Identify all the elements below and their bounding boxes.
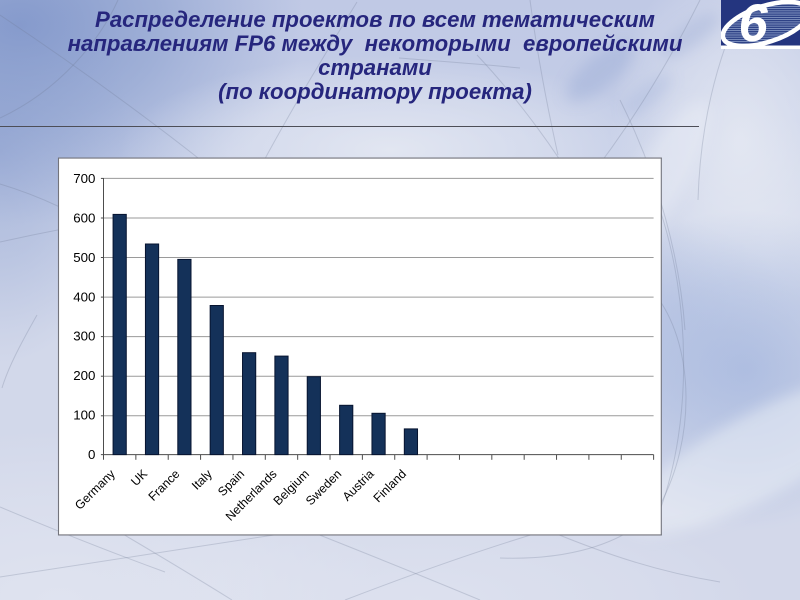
- svg-text:200: 200: [73, 368, 95, 383]
- svg-text:100: 100: [73, 408, 95, 423]
- svg-text:400: 400: [73, 289, 95, 304]
- svg-text:500: 500: [73, 250, 95, 265]
- svg-text:300: 300: [73, 329, 95, 344]
- svg-text:700: 700: [73, 171, 95, 186]
- svg-text:6: 6: [739, 0, 769, 49]
- svg-text:0: 0: [88, 447, 95, 462]
- svg-text:600: 600: [73, 210, 95, 225]
